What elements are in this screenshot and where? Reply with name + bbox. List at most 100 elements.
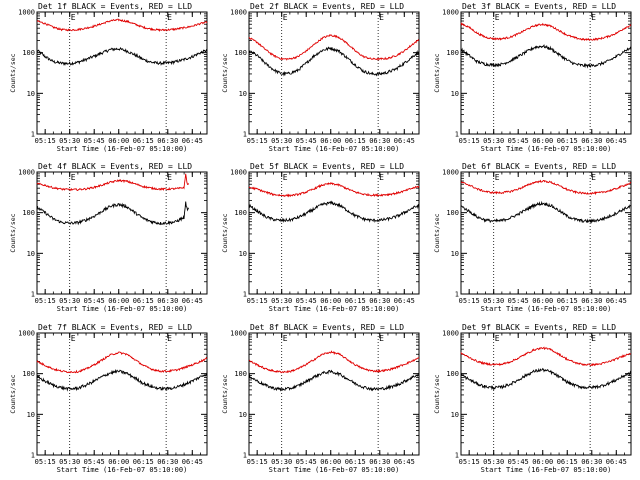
plot-frame (248, 332, 420, 456)
y-tick-label: 100 (446, 49, 459, 57)
x-tick-label: 05:15 (35, 137, 56, 145)
series-events-line (248, 200, 419, 223)
eclipse-marker-label: E (495, 334, 500, 343)
y-tick-label: 100 (234, 209, 247, 217)
panel-title: Det 4f BLACK = Events, RED = LLD (38, 162, 192, 171)
x-tick-label: 06:45 (606, 458, 627, 466)
x-axis-label: Start Time (16-Feb-07 05:10:00) (269, 305, 400, 313)
x-tick-label: 06:30 (369, 297, 390, 305)
x-axis-label: Start Time (16-Feb-07 05:10:00) (57, 305, 188, 313)
y-tick-label: 1000 (230, 330, 247, 338)
x-tick-label: 05:30 (271, 297, 292, 305)
x-tick-label: 06:45 (182, 458, 203, 466)
eclipse-marker-label: E (495, 173, 500, 182)
y-tick-label: 1000 (442, 169, 459, 177)
x-axis-label: Start Time (16-Feb-07 05:10:00) (481, 145, 612, 153)
y-tick-label: 10 (451, 411, 459, 419)
panel-title: Det 1f BLACK = Events, RED = LLD (38, 2, 192, 11)
x-tick-label: 06:15 (133, 297, 154, 305)
x-tick-label: 05:30 (483, 137, 504, 145)
y-tick-label: 1 (455, 131, 459, 139)
x-tick-label: 06:30 (157, 137, 178, 145)
x-tick-label: 05:45 (296, 458, 317, 466)
x-tick-label: 06:00 (108, 458, 129, 466)
x-tick-label: 06:30 (581, 297, 602, 305)
y-tick-label: 1000 (442, 9, 459, 17)
panel-title: Det 2f BLACK = Events, RED = LLD (250, 2, 404, 11)
eclipse-marker-label: E (379, 173, 384, 182)
x-tick-label: 06:45 (182, 137, 203, 145)
x-tick-label: 05:45 (84, 458, 105, 466)
y-tick-label: 10 (27, 250, 35, 258)
detector-panel-3: Det 3f BLACK = Events, RED = LLD 1 10 100 10… (433, 2, 632, 153)
x-tick-label: 06:15 (133, 458, 154, 466)
y-tick-label: 10 (451, 90, 459, 98)
x-tick-label: 06:15 (345, 297, 366, 305)
plot-frame (36, 11, 208, 135)
series-events-line (36, 201, 190, 226)
y-tick-label: 1000 (18, 330, 35, 338)
eclipse-marker-label: E (71, 334, 76, 343)
x-tick-label: 05:15 (247, 458, 268, 466)
y-tick-label: 1000 (230, 9, 247, 17)
plot-frame (36, 332, 208, 456)
x-tick-label: 05:15 (247, 297, 268, 305)
x-tick-label: 05:15 (35, 297, 56, 305)
y-tick-label: 10 (239, 250, 247, 258)
eclipse-marker-label: E (167, 334, 172, 343)
panel-title: Det 5f BLACK = Events, RED = LLD (250, 162, 404, 171)
y-tick-label: 1 (243, 452, 247, 460)
x-tick-label: 05:30 (483, 458, 504, 466)
x-tick-label: 06:00 (320, 137, 341, 145)
series-lld-line (248, 34, 420, 61)
eclipse-marker-label: E (167, 173, 172, 182)
series-lld-line (36, 351, 208, 374)
x-tick-label: 05:45 (508, 137, 529, 145)
x-tick-label: 06:00 (532, 137, 553, 145)
x-tick-label: 06:45 (606, 297, 627, 305)
y-axis-label: Counts/sec (433, 213, 441, 252)
x-tick-label: 06:30 (369, 137, 390, 145)
series-lld-line (37, 18, 208, 33)
detector-panel-1: Det 1f BLACK = Events, RED = LLD 1 10 100 10… (9, 2, 208, 153)
x-axis-label: Start Time (16-Feb-07 05:10:00) (269, 466, 400, 474)
series-events-line (36, 368, 208, 392)
detector-panel-6: Det 6f BLACK = Events, RED = LLD 1 10 100 10… (433, 162, 632, 313)
x-tick-label: 06:45 (394, 458, 415, 466)
x-tick-label: 06:30 (157, 297, 178, 305)
x-tick-label: 06:00 (108, 137, 129, 145)
y-tick-label: 10 (239, 411, 247, 419)
panel-title: Det 7f BLACK = Events, RED = LLD (38, 323, 192, 332)
y-tick-label: 100 (446, 370, 459, 378)
series-events-line (248, 46, 420, 77)
x-tick-label: 06:45 (394, 137, 415, 145)
eclipse-marker-label: E (283, 334, 288, 343)
plot-frame (36, 171, 208, 295)
eclipse-marker-label: E (591, 173, 596, 182)
x-tick-label: 06:45 (606, 137, 627, 145)
eclipse-marker-label: E (71, 13, 76, 22)
y-axis-label: Counts/sec (9, 213, 17, 252)
series-lld-line (248, 350, 420, 374)
x-axis-label: Start Time (16-Feb-07 05:10:00) (481, 466, 612, 474)
x-tick-label: 06:15 (345, 137, 366, 145)
x-tick-label: 06:15 (345, 458, 366, 466)
series-events-line (36, 47, 208, 66)
x-tick-label: 06:15 (557, 137, 578, 145)
y-axis-label: Counts/sec (221, 374, 229, 413)
y-tick-label: 1 (455, 452, 459, 460)
y-axis-label: Counts/sec (221, 53, 229, 92)
x-axis-label: Start Time (16-Feb-07 05:10:00) (57, 466, 188, 474)
y-tick-label: 1 (31, 291, 35, 299)
y-tick-label: 100 (22, 49, 35, 57)
panel-title: Det 9f BLACK = Events, RED = LLD (462, 323, 616, 332)
y-tick-label: 10 (27, 411, 35, 419)
x-axis-label: Start Time (16-Feb-07 05:10:00) (481, 305, 612, 313)
y-tick-label: 100 (22, 370, 35, 378)
detector-panel-7: Det 7f BLACK = Events, RED = LLD 1 10 100 10… (9, 323, 208, 474)
x-tick-label: 05:30 (59, 458, 80, 466)
y-tick-label: 1 (243, 131, 247, 139)
x-tick-label: 05:45 (84, 297, 105, 305)
series-events-line (460, 367, 632, 391)
x-tick-label: 05:15 (35, 458, 56, 466)
